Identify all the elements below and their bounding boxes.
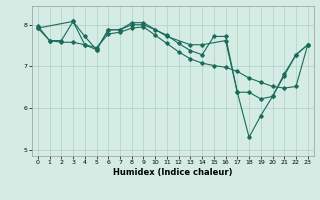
X-axis label: Humidex (Indice chaleur): Humidex (Indice chaleur) — [113, 168, 233, 177]
